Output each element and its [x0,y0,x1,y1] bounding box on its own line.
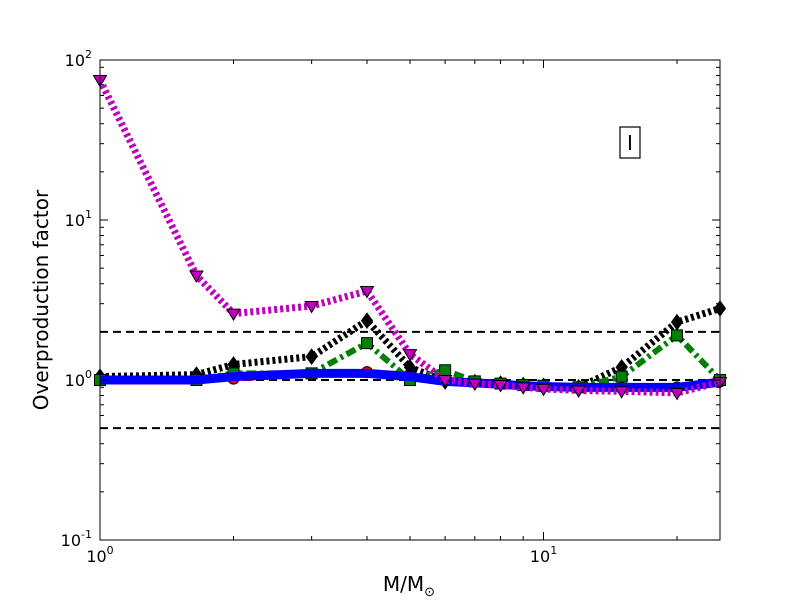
data-point [437,375,453,388]
data-point [359,285,375,299]
series-layer [92,74,728,401]
data-point [614,386,629,399]
data-point [615,370,628,383]
data-point [493,380,508,393]
y-tick-label: 101 [65,208,92,230]
data-point [226,308,241,322]
data-point [467,378,483,392]
y-tick-label: 102 [65,48,92,70]
y-tick-label: 10-1 [61,528,92,550]
x-tick-label: 100 [86,544,113,566]
annotation-box: I [619,126,641,159]
data-point [305,348,318,365]
series-4 [92,74,728,401]
data-point [536,383,551,397]
y-axis-label: Overproduction factor [29,189,53,410]
data-point [189,270,204,283]
data-point [669,387,685,401]
data-point [304,301,319,314]
data-point [361,337,374,350]
data-point [402,349,418,362]
x-tick-label: 101 [530,544,557,566]
y-tick-label: 100 [65,368,92,390]
data-point [360,312,374,329]
data-point [515,382,531,395]
x-axis-label-subscript: ⊙ [424,585,435,600]
x-axis-label: M/M⊙ [383,572,435,600]
data-point [671,329,684,342]
plot-background [100,60,720,540]
x-axis-label-main: M/M [383,572,424,596]
data-point [571,385,587,398]
data-point [439,364,452,377]
annotation-label: I [627,131,633,155]
